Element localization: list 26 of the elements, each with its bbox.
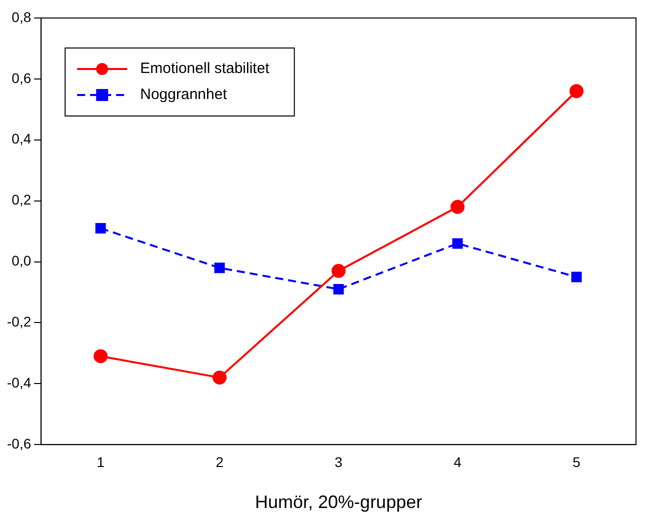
point — [452, 238, 463, 249]
x-tick-label: 5 — [572, 454, 581, 470]
legend-label: Emotionell stabilitet — [140, 60, 270, 78]
y-tick-label: -0,2 — [7, 314, 32, 330]
point — [332, 264, 346, 278]
point — [212, 370, 227, 385]
x-tick-label: 1 — [96, 454, 105, 470]
point — [94, 349, 108, 364]
x-tick-label: 4 — [454, 454, 462, 470]
y-tick-label: 0,6 — [12, 70, 32, 86]
x-tick-label: 2 — [216, 454, 224, 470]
y-tick-label: 0,0 — [12, 252, 32, 269]
point — [333, 284, 344, 294]
y-tick-label: 0,2 — [12, 192, 32, 208]
point — [571, 272, 582, 282]
x-axis-title: Humör, 20%-grupper — [255, 492, 422, 512]
x-tick-label: 3 — [334, 454, 343, 470]
point — [214, 262, 225, 274]
y-tick-label: 0,8 — [12, 8, 32, 25]
y-tick-label: -0,6 — [7, 435, 32, 452]
y-tick-label: 0,4 — [12, 130, 32, 147]
y-tick-label: -0,4 — [7, 374, 32, 391]
point — [570, 84, 584, 98]
legend-label: Noggrannhet — [140, 86, 228, 104]
point — [95, 223, 106, 234]
point — [450, 200, 465, 214]
